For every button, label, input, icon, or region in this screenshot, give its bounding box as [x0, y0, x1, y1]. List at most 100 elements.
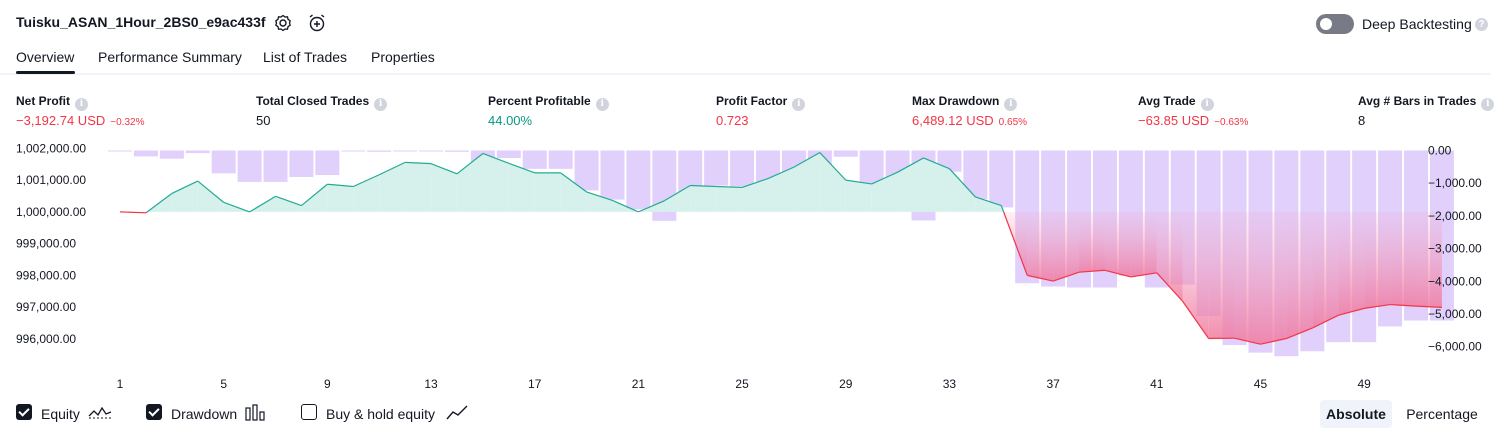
x-axis-tick-label: 9	[324, 377, 331, 391]
equity-line-segment	[301, 183, 328, 206]
drawdown-bar	[393, 150, 418, 152]
help-question-icon[interactable]: ?	[1475, 18, 1488, 31]
info-icon[interactable]: i	[595, 98, 609, 111]
tab-divider	[0, 73, 1490, 75]
equity-line-segment	[275, 195, 302, 207]
percentage-button[interactable]: Percentage	[1406, 406, 1478, 422]
right-axis-tick-label: −5,000.00	[1428, 307, 1482, 321]
buy-hold-equity-checkbox[interactable]	[301, 404, 317, 420]
drawdown-bar	[263, 150, 288, 182]
equity-line-segment	[1182, 301, 1210, 339]
equity-area-positive	[379, 162, 406, 212]
equity-area-positive	[482, 153, 509, 212]
drawdown-bar	[600, 150, 625, 200]
stat-net-profit-value: −3,192.74 USD −0.32%	[16, 113, 145, 128]
equity-line-segment	[1234, 337, 1261, 345]
drawdown-bar	[237, 150, 262, 182]
right-axis-tick-label: 0.00	[1428, 144, 1452, 158]
drawdown-bar	[730, 150, 755, 187]
equity-line-segment	[145, 211, 148, 214]
info-icon[interactable]: i	[1481, 98, 1495, 111]
equity-line-segment	[119, 211, 146, 214]
drawdown-bar	[626, 150, 651, 210]
stat-total-closed-trades-label: Total Closed Trades i	[256, 94, 388, 111]
tab-list-of-trades[interactable]: List of Trades	[263, 49, 348, 65]
stat-total-closed-trades-value: 50	[256, 113, 271, 128]
equity-line-segment	[456, 153, 484, 175]
equity-area-negative	[1286, 211, 1313, 339]
equity-area-positive	[586, 191, 613, 212]
stat-percent-profitable-value: 44.00%	[488, 113, 533, 128]
drawdown-bars-icon	[245, 404, 265, 421]
equity-area-negative	[1234, 211, 1261, 345]
deep-backtesting-label: Deep Backtesting	[1362, 16, 1472, 32]
x-axis-tick-label: 17	[528, 377, 542, 391]
settings-gear-icon[interactable]	[273, 13, 293, 33]
drawdown-bar	[133, 150, 158, 157]
info-icon[interactable]: i	[1200, 98, 1214, 111]
drawdown-bar	[522, 150, 547, 169]
equity-area-negative	[1390, 211, 1416, 307]
equity-line-segment	[664, 185, 691, 202]
drawdown-bar	[704, 150, 729, 186]
drawdown-bar	[289, 150, 314, 177]
x-axis-tick-label: 5	[220, 377, 227, 391]
stat-avg-trade-value: −63.85 USD −0.63%	[1138, 113, 1249, 128]
equity-line-segment	[560, 172, 587, 193]
equity-line-segment	[586, 191, 613, 202]
info-icon[interactable]: i	[792, 98, 806, 111]
buy-hold-equity-legend-label: Buy & hold equity	[326, 406, 435, 422]
equity-line-segment	[508, 162, 535, 174]
equity-area-positive	[975, 196, 1002, 212]
equity-line-segment	[741, 177, 769, 189]
equity-area-positive	[197, 181, 224, 212]
equity-drawdown-chart[interactable]: 1,002,000.00 1,001,000.00 1,000,000.00 999,…	[0, 138, 1507, 394]
drawdown-legend-label: Drawdown	[171, 406, 238, 422]
tab-properties[interactable]: Properties	[371, 49, 435, 65]
info-icon[interactable]: i	[374, 98, 388, 111]
equity-area-positive	[405, 162, 432, 212]
equity-area-positive	[275, 196, 302, 212]
tab-overview[interactable]: Overview	[16, 49, 75, 65]
strategy-title: Tuisku_ASAN_1Hour_2BS0_e9ac433f	[16, 14, 266, 30]
drawdown-bar	[108, 150, 132, 152]
equity-line-segment	[1027, 274, 1054, 282]
equity-line-segment	[975, 196, 1002, 207]
equity-legend-label: Equity	[41, 406, 80, 422]
stat-percent-profitable-label: Percent Profitable i	[488, 94, 609, 111]
equity-checkbox[interactable]	[16, 404, 32, 420]
equity-area-positive	[949, 168, 976, 212]
equity-area-positive	[845, 180, 872, 212]
equity-line-segment	[612, 199, 639, 213]
left-axis-tick-label: 1,002,000.00	[16, 141, 86, 155]
equity-line-segment	[1156, 272, 1184, 302]
drawdown-bar	[496, 150, 521, 159]
stat-avg-bars-value: 8	[1358, 113, 1366, 128]
left-axis-tick-label: 997,000.00	[16, 300, 76, 314]
info-icon[interactable]: i	[1004, 98, 1018, 111]
x-axis-tick-label: 49	[1357, 377, 1371, 391]
x-axis-tick-label: 29	[839, 377, 853, 391]
drawdown-checkbox[interactable]	[146, 404, 162, 420]
absolute-button[interactable]: Absolute	[1320, 400, 1392, 428]
toggle-knob	[1320, 18, 1332, 30]
stat-avg-trade-label: Avg Trade i	[1138, 94, 1214, 111]
equity-line-segment	[146, 192, 173, 213]
equity-line-segment	[1415, 305, 1442, 309]
info-icon[interactable]: i	[75, 98, 88, 111]
equity-line-segment	[638, 200, 665, 213]
equity-line-segment	[690, 184, 717, 188]
add-alert-icon[interactable]	[307, 13, 327, 33]
equity-area-negative	[1416, 211, 1442, 308]
tab-performance-summary[interactable]: Performance Summary	[98, 49, 242, 65]
equity-line-segment	[871, 171, 898, 185]
deep-backtesting-toggle[interactable]	[1316, 14, 1354, 34]
equity-line-segment	[1364, 303, 1391, 309]
equity-line-segment	[223, 201, 250, 213]
active-tab-indicator	[16, 71, 75, 74]
right-axis-tick-label: −3,000.00	[1428, 242, 1482, 256]
equity-line-segment	[430, 163, 458, 175]
equity-area-negative	[1104, 211, 1131, 277]
equity-line-segment	[1338, 307, 1365, 316]
equity-area-positive	[897, 157, 924, 212]
